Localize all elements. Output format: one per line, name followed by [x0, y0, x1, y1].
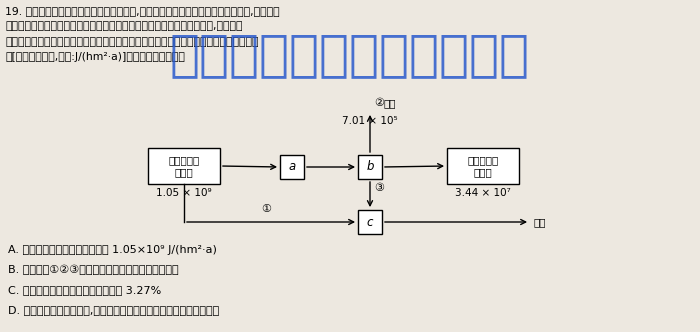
- FancyBboxPatch shape: [358, 210, 382, 234]
- Text: 害是制约苹果优质高产的重要因素。人们尝试在果园中间作和植食性昆虫,发现苹果: 害是制约苹果优质高产的重要因素。人们尝试在果园中间作和植食性昆虫,发现苹果: [5, 22, 242, 32]
- Text: C. 两个营养级之间能量的传递效率是 3.27%: C. 两个营养级之间能量的传递效率是 3.27%: [8, 285, 161, 295]
- Text: b: b: [366, 160, 374, 174]
- Text: ③: ③: [374, 183, 384, 193]
- Text: 微信公众号关注：趣找答案: 微信公众号关注：趣找答案: [170, 31, 530, 79]
- FancyBboxPatch shape: [148, 148, 220, 184]
- Text: 散失: 散失: [533, 217, 545, 227]
- FancyBboxPatch shape: [358, 155, 382, 179]
- Text: ②: ②: [374, 98, 384, 108]
- Text: B. 图中过程①②③的能量都属于植食性昆虫的同化量: B. 图中过程①②③的能量都属于植食性昆虫的同化量: [8, 265, 178, 275]
- Text: c: c: [367, 215, 373, 228]
- Text: 解[数字代表能量,单位:J/(hm²·a)]。下列说法错误的是: 解[数字代表能量,单位:J/(hm²·a)]。下列说法错误的是: [5, 52, 185, 62]
- Text: 3.44 × 10⁷: 3.44 × 10⁷: [455, 188, 511, 198]
- Text: 摄入量: 摄入量: [174, 167, 193, 177]
- Text: 散失: 散失: [384, 98, 396, 108]
- Text: a: a: [288, 160, 295, 174]
- Text: 摄入量: 摄入量: [474, 167, 492, 177]
- Text: ①: ①: [261, 204, 271, 214]
- FancyBboxPatch shape: [447, 148, 519, 184]
- Text: 肉食性昆虫: 肉食性昆虫: [468, 155, 498, 165]
- Text: 的虫害有所减轻。如图表示苹果园中植食性昆虫和肉食性昆虫两个营养级间能量流动的图: 的虫害有所减轻。如图表示苹果园中植食性昆虫和肉食性昆虫两个营养级间能量流动的图: [5, 37, 258, 47]
- Text: 植食性昆虫: 植食性昆虫: [169, 155, 199, 165]
- FancyBboxPatch shape: [280, 155, 304, 179]
- Text: 1.05 × 10⁹: 1.05 × 10⁹: [156, 188, 212, 198]
- Text: 19. 中国是世界最大的苹果生产国和消费国,苹果产业在中国农业中占有较大的比例,而果园虫: 19. 中国是世界最大的苹果生产国和消费国,苹果产业在中国农业中占有较大的比例,…: [5, 6, 279, 16]
- Text: 7.01 × 10⁵: 7.01 × 10⁵: [342, 116, 398, 126]
- Text: D. 从种间关系的角度分析,苹果虫害减轻的原因可能是害虫的天敌增加: D. 从种间关系的角度分析,苹果虫害减轻的原因可能是害虫的天敌增加: [8, 305, 219, 315]
- Text: A. 图中植食性昆虫固定的能量为 1.05×10⁹ J/(hm²·a): A. 图中植食性昆虫固定的能量为 1.05×10⁹ J/(hm²·a): [8, 245, 217, 255]
